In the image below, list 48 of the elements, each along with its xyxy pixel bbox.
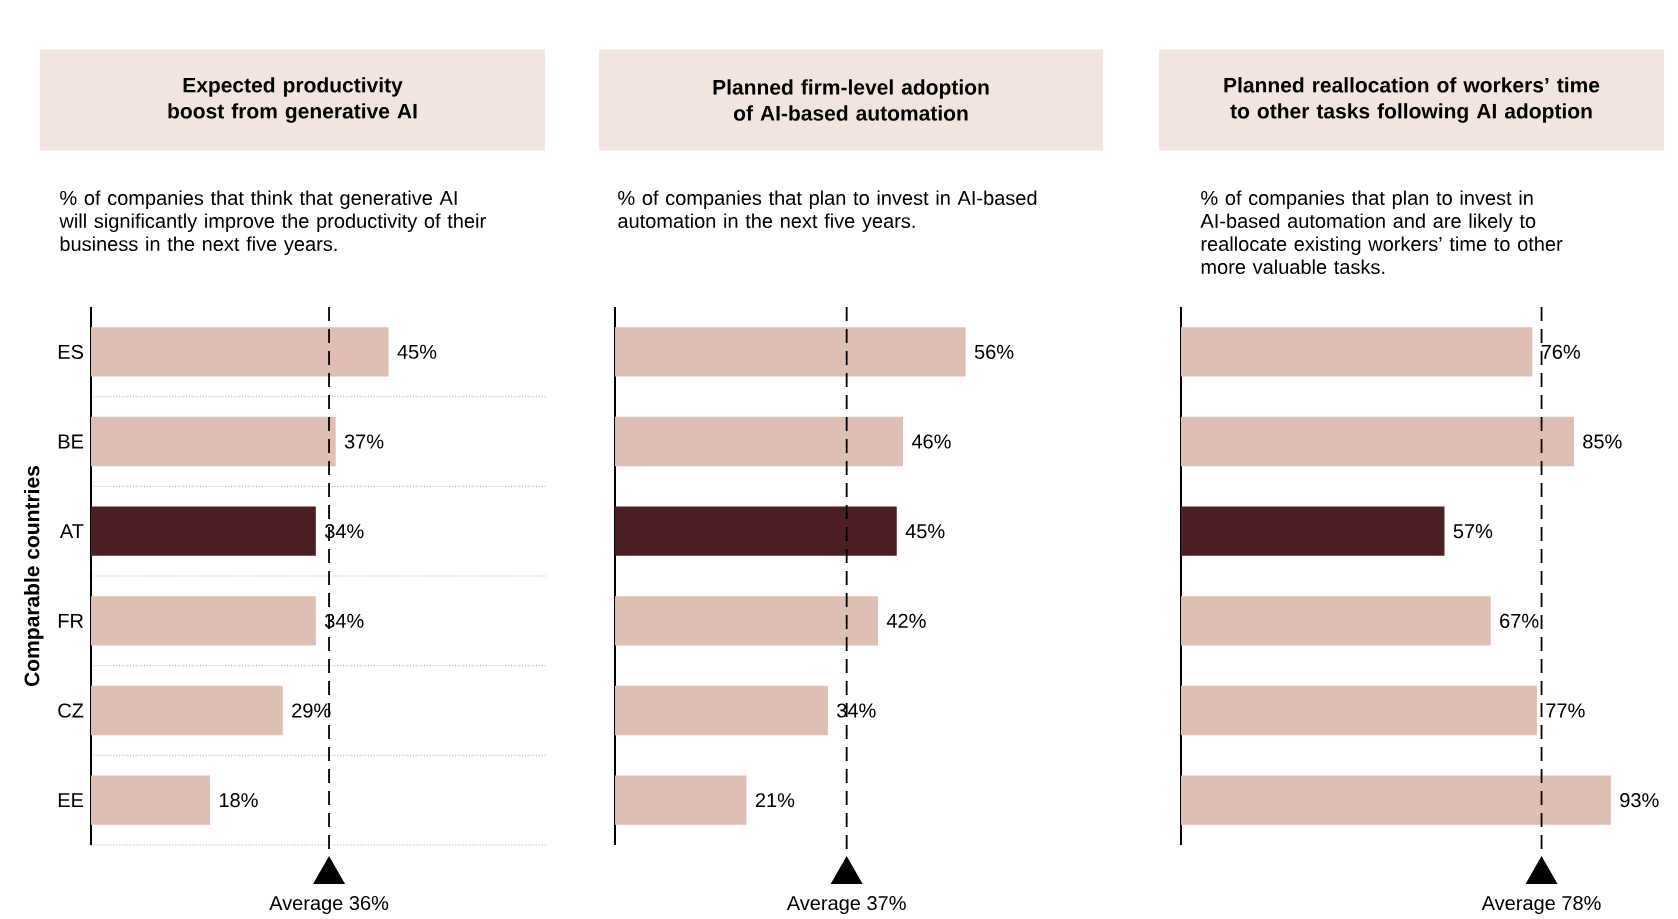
bar (615, 775, 747, 825)
bar (1181, 775, 1611, 825)
y-tick-label: FR (58, 613, 84, 628)
bar (1181, 596, 1491, 646)
bar (1181, 506, 1445, 556)
bar (615, 327, 966, 377)
data-label: 46% (911, 434, 951, 449)
bar (1181, 416, 1574, 467)
y-axis-title: Comparable countries (23, 466, 44, 687)
bar (1181, 685, 1537, 736)
chart-subtitle: % of companies that think that generative AI will significantly improve the productivity of their business in the next five years. (59, 190, 486, 256)
data-label: 56% (974, 344, 1014, 359)
chart-title: Expected productivity boost from generative AI (168, 77, 417, 123)
bar (91, 416, 336, 467)
data-label: 76% (1541, 344, 1581, 359)
y-tick-label: BE (58, 434, 84, 449)
bar (615, 416, 904, 467)
data-label: 42% (886, 613, 926, 628)
bar (615, 596, 878, 646)
bar (91, 596, 316, 646)
bar (91, 685, 283, 736)
chart-title: Planned firm-level adoption of AI-based automation (713, 79, 989, 121)
chart-subtitle: % of companies that plan to invest in AI-based automation and are likely to reallocate existing workers’ time to other more valuable tasks. (1200, 190, 1563, 275)
ref-line-label: Average 78% (1481, 895, 1601, 915)
data-label: 21% (755, 793, 795, 808)
y-tick-label: ES (58, 344, 84, 359)
data-label: 67% (1500, 613, 1539, 628)
bar (91, 775, 211, 825)
y-tick-label: AT (59, 524, 84, 539)
data-label: 45% (397, 344, 437, 359)
bar (1181, 327, 1533, 377)
chart-title: Planned reallocation of workers’ time to other tasks following AI adoption (1224, 77, 1600, 123)
y-tick-label: EE (58, 793, 84, 808)
data-label: 77% (1546, 703, 1585, 718)
data-label: 37% (344, 434, 384, 449)
ref-line-label: Average 37% (786, 895, 906, 915)
data-label: 45% (905, 524, 945, 539)
bar (91, 327, 389, 377)
y-tick-label: CZ (58, 703, 84, 718)
data-label: 93% (1620, 793, 1659, 808)
data-label: 57% (1453, 524, 1493, 539)
bar (615, 685, 828, 736)
bar (615, 506, 897, 556)
ref-line-label: Average 36% (269, 895, 389, 915)
bar (91, 506, 316, 556)
data-label: 85% (1583, 434, 1622, 449)
data-label: 18% (219, 793, 258, 808)
chart-subtitle: % of companies that plan to invest in AI-based automation in the next five years. (618, 190, 1037, 233)
